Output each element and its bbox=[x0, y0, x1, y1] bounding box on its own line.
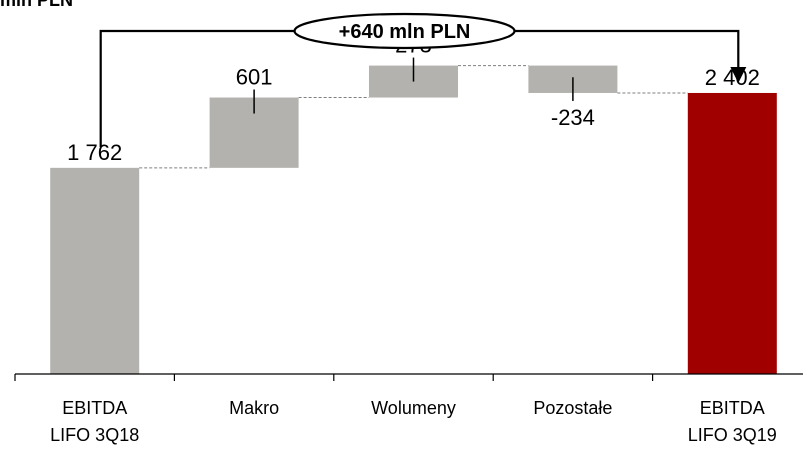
category-label-line: Makro bbox=[229, 398, 279, 418]
annotation-ellipse bbox=[293, 12, 516, 50]
bar-final bbox=[687, 92, 777, 374]
category-label: Pozostałe bbox=[533, 398, 612, 418]
category-label: Wolumeny bbox=[371, 398, 456, 418]
value-label: -234 bbox=[551, 105, 595, 130]
annotation-bracket-left bbox=[99, 29, 295, 147]
category-label-line: EBITDA bbox=[62, 398, 127, 418]
unit-label: mln PLN bbox=[0, 0, 74, 10]
annotation-text: +640 mln PLN bbox=[339, 21, 471, 43]
annotation-arrowhead bbox=[730, 67, 747, 83]
value-label: 601 bbox=[236, 65, 273, 90]
category-label-line: Wolumeny bbox=[371, 398, 456, 418]
category-label-line: EBITDA bbox=[700, 398, 765, 418]
value-label: 1 762 bbox=[67, 140, 122, 165]
category-label-line: LIFO 3Q19 bbox=[688, 425, 777, 445]
category-label-line: Pozostałe bbox=[533, 398, 612, 418]
category-label: EBITDA LIFO 3Q18 bbox=[50, 398, 139, 445]
category-label: EBITDA LIFO 3Q19 bbox=[688, 398, 777, 445]
bar-total bbox=[50, 167, 140, 374]
annotation-bracket-right bbox=[514, 29, 740, 67]
category-label: Makro bbox=[229, 398, 279, 418]
category-label-line: LIFO 3Q18 bbox=[50, 425, 139, 445]
